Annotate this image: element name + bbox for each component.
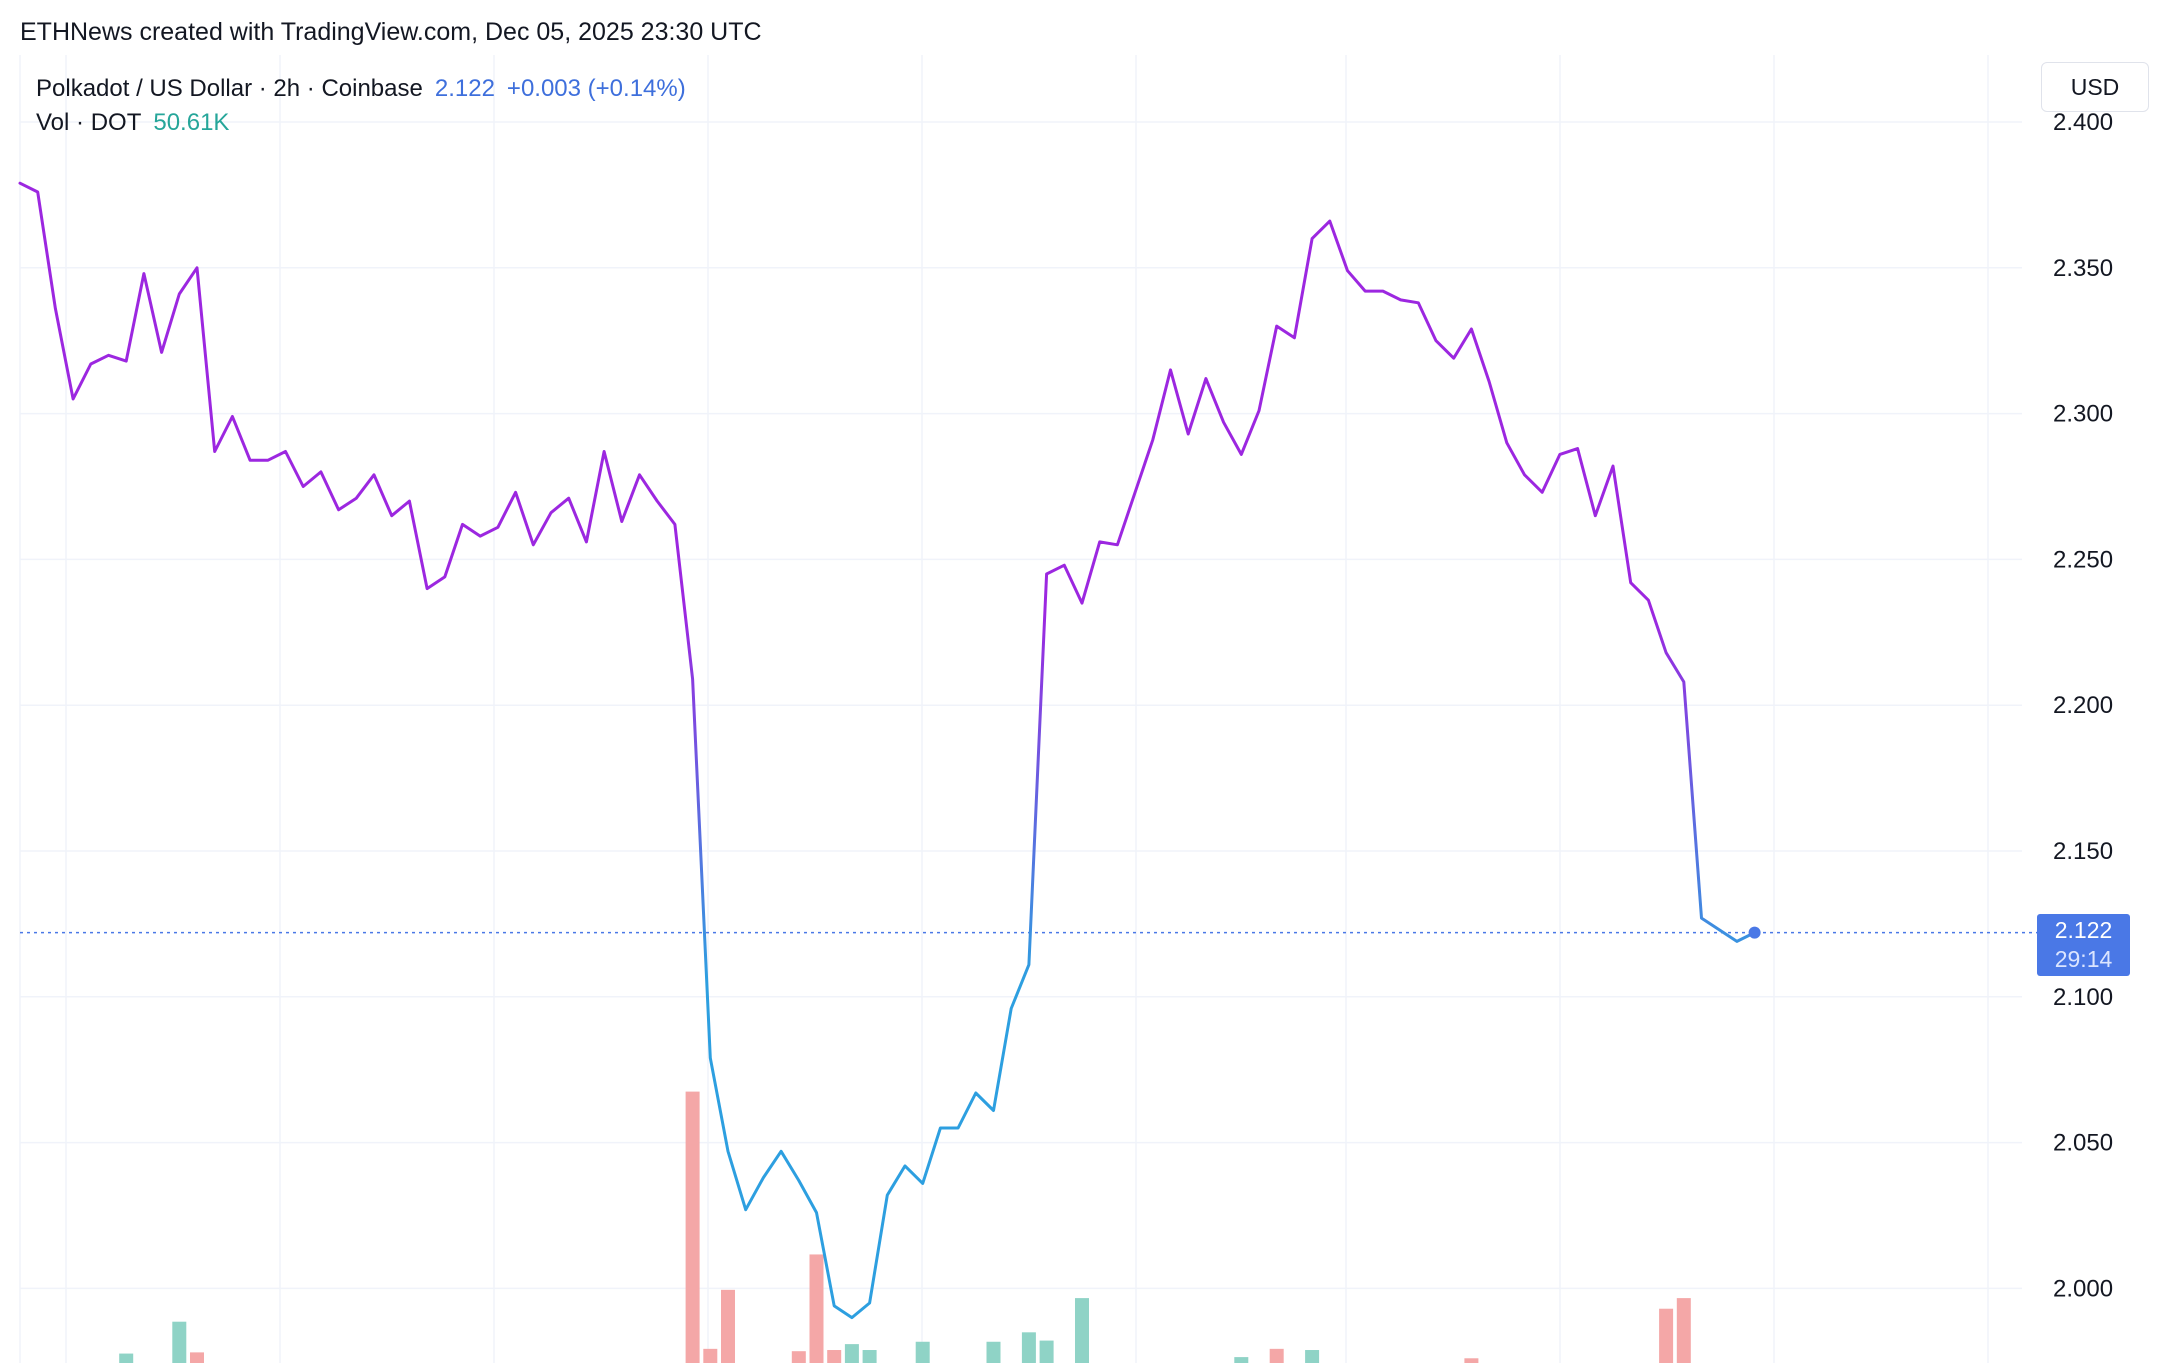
bar-countdown: 29:14 <box>2054 946 2113 972</box>
volume-bar <box>1039 1340 1054 1363</box>
y-tick-label: 2.050 <box>2053 1130 2113 1157</box>
volume-bar <box>172 1321 187 1363</box>
last-price-value: 2.122 <box>434 75 495 102</box>
volume-bar <box>1305 1350 1320 1363</box>
volume-bar <box>827 1350 842 1363</box>
volume-bar <box>1075 1298 1089 1363</box>
volume-label[interactable]: Vol · DOT <box>36 109 142 136</box>
chart-grid <box>19 55 2022 1363</box>
y-tick-label: 2.100 <box>2053 984 2113 1011</box>
volume-bar <box>915 1341 930 1363</box>
y-tick-label: 2.400 <box>2053 109 2113 136</box>
volume-bar <box>1659 1308 1674 1363</box>
volume-bar <box>1234 1357 1249 1363</box>
y-tick-label: 2.000 <box>2053 1275 2113 1302</box>
price-change-value: +0.003 (+0.14%) <box>506 75 686 102</box>
symbol-description[interactable]: Polkadot / US Dollar · 2h · Coinbase <box>36 75 423 102</box>
volume-bar <box>190 1352 204 1363</box>
price-series-line <box>18 181 1757 1320</box>
volume-bar <box>703 1348 718 1363</box>
chart-legend: Polkadot / US Dollar · 2h · Coinbase 2.12… <box>36 72 686 140</box>
volume-bar <box>685 1091 700 1363</box>
volume-bar <box>791 1351 806 1363</box>
volume-series <box>119 1091 1691 1363</box>
volume-bar <box>1676 1298 1691 1363</box>
y-tick-label: 2.150 <box>2053 838 2113 865</box>
volume-bar <box>844 1344 859 1363</box>
volume-bar <box>1269 1348 1284 1363</box>
symbol-legend-row: Polkadot / US Dollar · 2h · Coinbase 2.12… <box>36 72 686 106</box>
volume-legend-row: Vol · DOT 50.61K <box>36 106 686 140</box>
price-axis[interactable]: 2.400 2.350 2.300 2.250 2.200 2.150 2.100 2.050… <box>2053 109 2113 1302</box>
price-tag-value: 2.122 <box>2054 917 2113 943</box>
y-tick-label: 2.250 <box>2053 546 2113 573</box>
y-tick-label: 2.300 <box>2053 401 2113 428</box>
y-tick-label: 2.200 <box>2053 692 2113 719</box>
currency-button[interactable]: USD <box>2041 62 2149 112</box>
volume-bar <box>986 1341 1001 1363</box>
volume-bar <box>119 1353 134 1363</box>
chart-credit: ETHNews created with TradingView.com, De… <box>20 18 762 46</box>
y-tick-label: 2.350 <box>2053 255 2113 282</box>
volume-bar <box>862 1350 877 1363</box>
volume-value: 50.61K <box>153 109 230 136</box>
volume-bar <box>1021 1332 1036 1363</box>
last-price-tag: 2.122 29:14 <box>2037 914 2130 976</box>
last-price-dot <box>1748 926 1761 939</box>
volume-bar <box>721 1289 735 1363</box>
volume-bar <box>1464 1358 1479 1363</box>
volume-bar <box>809 1254 824 1363</box>
